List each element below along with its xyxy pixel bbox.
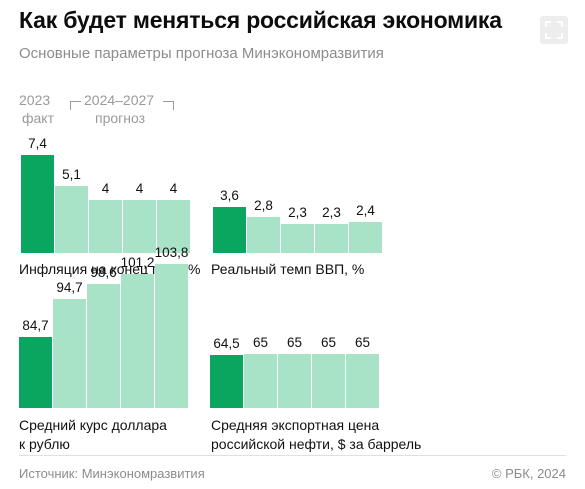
- expand-button[interactable]: [540, 16, 568, 44]
- bar-2027: [155, 264, 188, 408]
- value-label-2026: 65: [320, 335, 337, 350]
- page-subtitle: Основные параметры прогноза Минэкономраз…: [19, 45, 384, 62]
- chart-oil-title-line1: Средняя экспортная цена: [211, 417, 380, 433]
- footer-copyright: © РБК, 2024: [491, 466, 566, 481]
- footer-source: Источник: Минэкономразвития: [19, 466, 205, 481]
- bar-2023: [19, 336, 52, 408]
- value-label-2027: 103,8: [154, 245, 189, 261]
- bar-2026: [312, 354, 345, 408]
- legend-year-actual: 2023: [19, 92, 51, 108]
- legend-years-forecast: 2024–2027: [84, 92, 155, 108]
- bar-2027: [346, 354, 379, 408]
- legend-label-forecast: прогноз: [95, 110, 146, 126]
- footer-divider: [19, 455, 566, 456]
- legend-bracket-right: [163, 101, 174, 110]
- bar-2024: [247, 217, 280, 253]
- legend-label-actual: факт: [22, 110, 54, 126]
- bar-2023: [213, 206, 246, 253]
- value-label-2024: 2,8: [254, 198, 273, 214]
- value-label-2023: 84,7: [22, 317, 49, 333]
- bar-2025: [281, 223, 314, 253]
- bar-2025: [89, 200, 122, 253]
- chart-usd-title-line1: Средний курс доллара: [19, 417, 167, 433]
- value-label-2027: 4: [169, 181, 178, 197]
- value-label-2027: 65: [354, 335, 371, 350]
- bar-2024: [53, 298, 86, 408]
- value-label-2026: 101,2: [120, 255, 155, 271]
- bar-2026: [123, 200, 156, 253]
- bar-2024: [55, 185, 88, 253]
- bar-2027: [349, 222, 382, 253]
- chart-usd-title-line2: к рублю: [19, 436, 70, 452]
- bar-2026: [121, 274, 154, 408]
- bar-2025: [278, 354, 311, 408]
- bar-2027: [157, 200, 190, 253]
- value-label-2024: 65: [252, 335, 269, 350]
- value-label-2026: 4: [135, 181, 144, 197]
- bar-2023: [210, 354, 243, 408]
- value-label-2025: 98,6: [90, 265, 117, 281]
- value-label-2025: 4: [101, 181, 110, 197]
- value-label-2027: 2,4: [356, 203, 375, 219]
- bar-2023: [21, 155, 54, 253]
- value-label-2025: 2,3: [288, 204, 307, 220]
- expand-icon: [545, 21, 563, 39]
- value-label-2024: 94,7: [56, 279, 83, 295]
- chart-gdp-title: Реальный темп ВВП, %: [211, 261, 365, 277]
- legend-bracket-left: [70, 101, 81, 110]
- value-label-2025: 65: [286, 335, 303, 350]
- bar-2024: [244, 354, 277, 408]
- value-label-2023: 64,5: [213, 335, 240, 351]
- value-label-2023: 7,4: [28, 136, 47, 152]
- chart-oil-title-line2: российской нефти, $ за баррель: [211, 436, 422, 452]
- value-label-2026: 2,3: [322, 204, 341, 220]
- page-title: Как будет меняться российская экономика: [19, 7, 502, 33]
- value-label-2024: 5,1: [62, 166, 81, 182]
- bar-2026: [315, 223, 348, 253]
- value-label-2023: 3,6: [220, 187, 239, 203]
- bar-2025: [87, 284, 120, 408]
